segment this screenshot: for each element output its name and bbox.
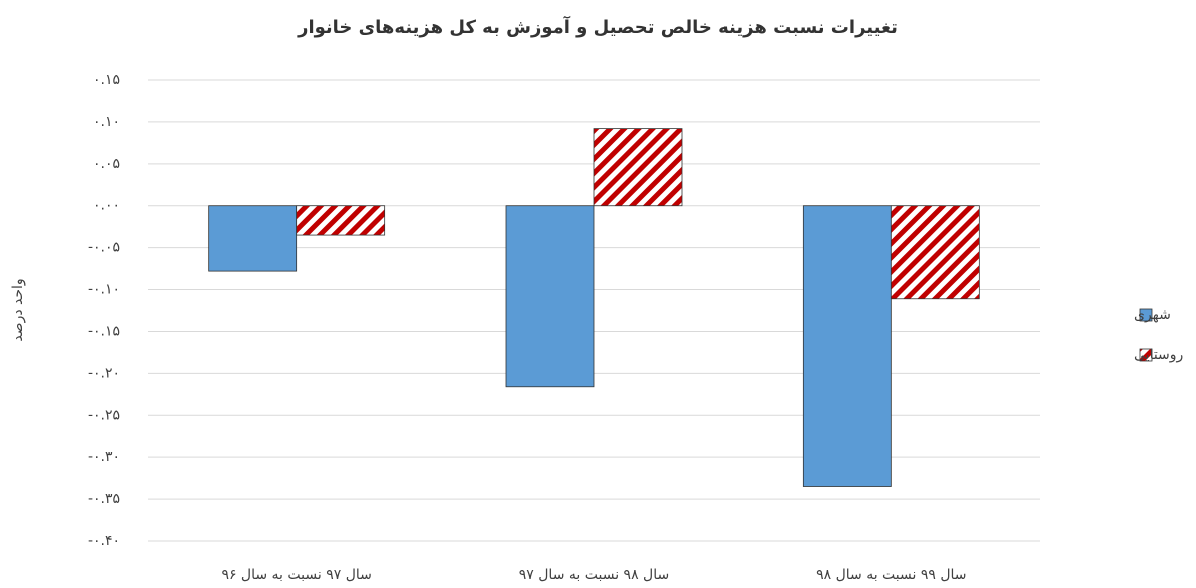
y-tick-label: -۰.۰۵ — [88, 240, 120, 256]
y-tick-label: ۰.۱۵ — [93, 72, 120, 88]
y-tick-label: ۰.۰۵ — [93, 156, 120, 172]
bar — [802, 205, 892, 487]
x-tick-label: سال ۹۹ نسبت به سال ۹۸ — [816, 567, 966, 583]
bar — [505, 205, 595, 388]
y-tick-label: -۰.۴۰ — [88, 533, 120, 549]
bar — [296, 205, 386, 236]
legend-label: روستایی — [1134, 347, 1183, 363]
bar — [593, 128, 683, 207]
chart-title: تغییرات نسبت هزینه خالص تحصیل و آموزش به… — [297, 15, 898, 38]
legend-label: شهری — [1134, 307, 1171, 323]
bar — [890, 205, 980, 300]
bar — [208, 205, 298, 272]
y-tick-label: -۰.۳۰ — [88, 449, 120, 465]
y-tick-label: -۰.۲۵ — [88, 407, 120, 423]
y-tick-label: -۰.۱۰ — [88, 282, 120, 298]
x-tick-label: سال ۹۷ نسبت به سال ۹۶ — [221, 567, 371, 583]
legend-swatch — [1139, 348, 1153, 362]
y-axis-label: واحد درصد — [10, 278, 26, 341]
y-tick-label: -۰.۱۵ — [88, 323, 120, 339]
y-tick-label: ۰.۱۰ — [93, 114, 120, 130]
legend-swatch — [1139, 308, 1153, 322]
x-tick-label: سال ۹۸ نسبت به سال ۹۷ — [519, 567, 669, 583]
y-tick-label: -۰.۲۰ — [88, 365, 120, 381]
y-tick-label: ۰.۰۰ — [93, 198, 120, 214]
y-tick-label: -۰.۳۵ — [88, 491, 120, 507]
